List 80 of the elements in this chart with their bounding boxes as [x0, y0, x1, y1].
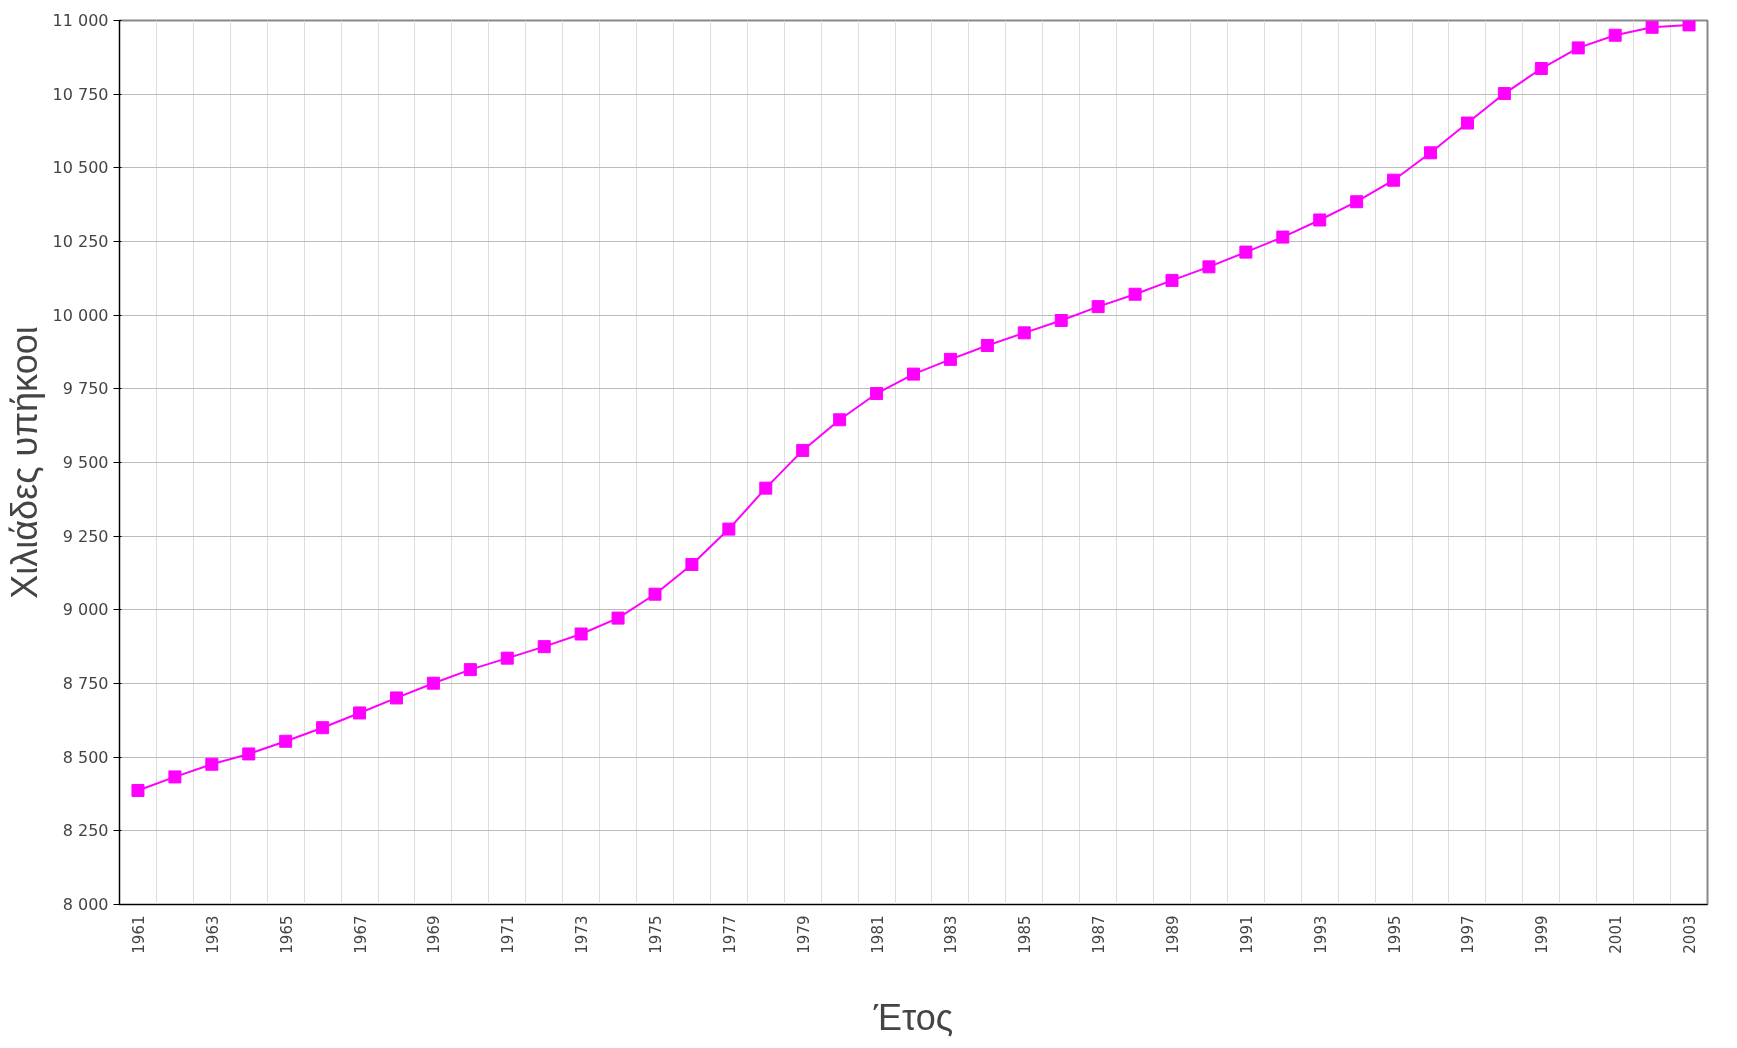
- y-tick-label: 8 750: [62, 674, 109, 693]
- x-tick-label: 1965: [277, 915, 296, 954]
- point: [1202, 260, 1216, 274]
- point: [1054, 313, 1068, 327]
- point: [242, 747, 256, 761]
- point: [1313, 213, 1327, 227]
- point: [1460, 116, 1474, 130]
- point: [1608, 28, 1622, 42]
- y-tick-label: 10 750: [52, 84, 109, 104]
- point: [1128, 287, 1142, 301]
- point: [1165, 273, 1179, 287]
- point: [943, 352, 957, 366]
- point: [1276, 230, 1290, 244]
- point: [316, 721, 330, 735]
- y-tick-label: 11 000: [52, 11, 109, 30]
- y-tick-label: 10 250: [52, 232, 109, 251]
- point: [722, 522, 736, 536]
- x-tick-label: 1971: [499, 915, 518, 954]
- point: [796, 443, 810, 457]
- y-tick-label: 9 250: [62, 526, 109, 546]
- y-tick-label: 9 750: [62, 379, 109, 399]
- point: [759, 481, 773, 495]
- point: [1017, 326, 1031, 340]
- y-tick-label: 8 000: [62, 895, 109, 914]
- point: [389, 691, 403, 705]
- point: [870, 387, 884, 401]
- point: [1239, 245, 1253, 259]
- point: [279, 734, 293, 748]
- point: [205, 757, 219, 771]
- y-tick-label: 10 000: [52, 305, 109, 325]
- x-axis-title: Έτος: [872, 996, 954, 1038]
- x-tick-label: 1963: [203, 915, 222, 954]
- x-tick-label: 2003: [1681, 915, 1700, 954]
- point: [648, 587, 662, 601]
- x-tick-label: 1969: [425, 915, 444, 954]
- point: [1534, 62, 1548, 76]
- y-tick-label: 9 500: [62, 453, 109, 472]
- point: [907, 367, 920, 381]
- point: [833, 413, 847, 427]
- y-tick-label: 8 500: [62, 747, 109, 767]
- point: [1350, 195, 1364, 209]
- point: [1091, 300, 1105, 314]
- point: [537, 640, 551, 654]
- x-tick-label: 1977: [720, 915, 739, 954]
- x-tick-label: 1961: [129, 915, 148, 954]
- point: [980, 339, 994, 353]
- point: [131, 783, 145, 797]
- point: [353, 706, 367, 720]
- x-tick-label: 1995: [1385, 915, 1404, 954]
- y-axis-title: Χιλιάδες υπήκοοι: [3, 326, 45, 599]
- point: [574, 627, 588, 641]
- point: [168, 770, 182, 784]
- x-tick-label: 1987: [1090, 915, 1109, 954]
- point: [1387, 173, 1401, 187]
- point: [1424, 146, 1438, 160]
- x-tick-label: 1983: [942, 915, 961, 954]
- y-tick-label: 10 500: [52, 158, 109, 178]
- point: [611, 611, 625, 625]
- x-tick-label: 1967: [351, 915, 370, 954]
- x-tick-label: 1989: [1164, 915, 1183, 954]
- point: [685, 557, 699, 571]
- point: [1645, 20, 1659, 34]
- point: [463, 663, 477, 677]
- point: [500, 651, 514, 665]
- x-tick-label: 1993: [1311, 915, 1330, 954]
- x-tick-label: 1973: [573, 915, 592, 954]
- x-tick-label: 1999: [1533, 915, 1552, 954]
- x-tick-label: 1991: [1237, 915, 1256, 954]
- x-tick-label: 1975: [646, 915, 665, 954]
- point: [426, 676, 440, 690]
- point: [1497, 87, 1511, 101]
- x-tick-label: 1985: [1016, 915, 1035, 954]
- x-tick-label: 1979: [794, 915, 813, 954]
- y-tick-label: 9 000: [62, 600, 109, 620]
- x-tick-label: 1981: [868, 915, 887, 954]
- x-tick-label: 2001: [1607, 915, 1626, 954]
- point: [1682, 20, 1696, 32]
- point: [1571, 41, 1585, 55]
- y-tick-label: 8 250: [62, 821, 109, 841]
- x-tick-label: 1997: [1459, 915, 1478, 954]
